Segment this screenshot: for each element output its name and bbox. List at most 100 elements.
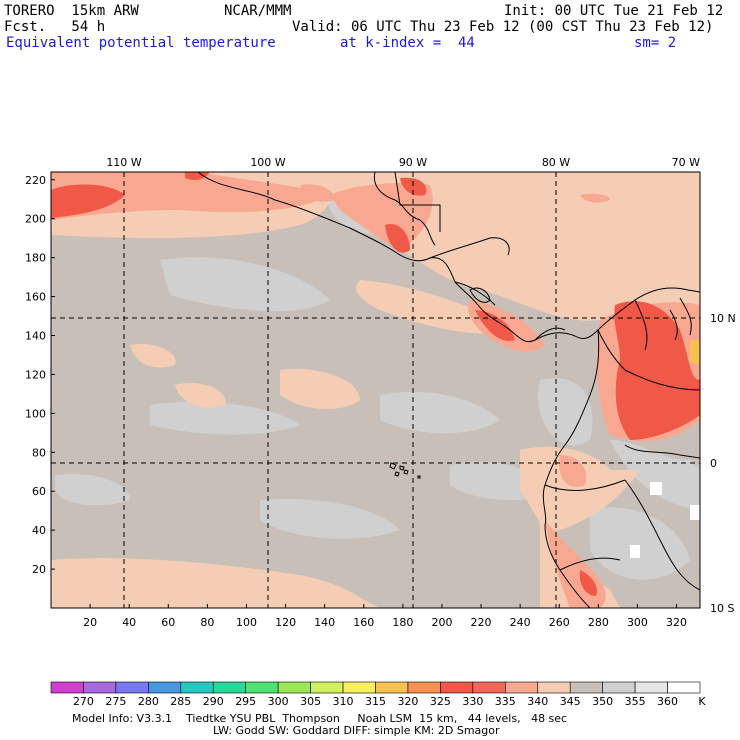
latitude-label: 10 N: [710, 312, 736, 325]
colorbar-swatch: [148, 681, 182, 694]
graticule: [51, 172, 700, 608]
colorbar-swatch: [537, 681, 571, 694]
y-axis-labels: 20 40 60 80 100 120 140 160 180 200 220: [25, 174, 46, 576]
colorbar-label: 310: [333, 695, 354, 708]
coastlines: [197, 172, 700, 608]
x-axis-labels: 20 40 60 80 100 120 140 160 180 200 220 240 260 280 30…: [83, 616, 687, 629]
colorbar-label: 270: [73, 695, 94, 708]
colorbar-swatch: [180, 681, 214, 694]
cold-spot: [630, 545, 640, 558]
x-tick-label: 40: [122, 616, 136, 629]
colorbar-label: 350: [592, 695, 613, 708]
x-tick-label: 300: [627, 616, 648, 629]
y-tick-label: 100: [25, 407, 46, 420]
y-tick-label: 140: [25, 330, 46, 343]
y-tick-label: 180: [25, 252, 46, 265]
x-tick-label: 220: [471, 616, 492, 629]
cold-spot: [650, 482, 662, 495]
latitude-label: 10 S: [710, 602, 734, 615]
colorbar-swatch: [83, 681, 117, 694]
x-tick-label: 100: [236, 616, 257, 629]
x-tick-label: 260: [549, 616, 570, 629]
colorbar-label: 355: [625, 695, 646, 708]
colorbar-label: 280: [138, 695, 159, 708]
longitude-label: 70 W: [672, 156, 700, 169]
colorbar-swatch: [342, 681, 376, 694]
colorbar-swatch: [634, 681, 668, 694]
colorbar-swatch: [375, 681, 409, 694]
longitude-labels: 110 W 100 W 90 W 80 W 70 W: [106, 156, 700, 169]
colorbar-label: 315: [365, 695, 386, 708]
colorbar-label: 345: [560, 695, 581, 708]
colorbar-swatch: [569, 681, 603, 694]
y-tick-label: 80: [32, 446, 46, 459]
x-tick-label: 140: [314, 616, 335, 629]
latitude-labels: 10 N 0 10 S: [710, 312, 736, 615]
y-tick-label: 120: [25, 368, 46, 381]
longitude-label: 90 W: [399, 156, 427, 169]
longitude-label: 100 W: [250, 156, 285, 169]
colorbar-swatch: [407, 681, 441, 694]
colorbar-swatch: [602, 681, 636, 694]
colorbar-swatch: [667, 681, 701, 694]
colorbar-unit: K: [698, 695, 706, 708]
longitude-label: 110 W: [106, 156, 141, 169]
x-tick-label: 240: [510, 616, 531, 629]
y-tick-label: 220: [25, 174, 46, 187]
colorbar-swatch: [440, 681, 474, 694]
colorbar-swatch: [277, 681, 311, 694]
theta-e-field: [51, 172, 700, 608]
model-info: Model Info: V3.3.1 Tiedtke YSU PBL Thomp…: [72, 712, 568, 725]
colorbar-swatch: [472, 681, 506, 694]
x-tick-label: 320: [666, 616, 687, 629]
colorbar-swatch: [212, 681, 247, 694]
colorbar-label: 285: [170, 695, 191, 708]
model-name: TORERO 15km ARW: [4, 3, 139, 19]
x-tick-label: 80: [200, 616, 214, 629]
peak-patch: [690, 340, 700, 365]
colorbar-swatch: [115, 681, 149, 694]
latitude-label: 0: [710, 457, 717, 470]
colorbar-label: 305: [300, 695, 321, 708]
colorbar-label: 320: [397, 695, 418, 708]
forecast-hour: Fcst. 54 h: [4, 19, 106, 35]
colorbar-label: 290: [203, 695, 224, 708]
x-tick-label: 120: [275, 616, 296, 629]
organization: NCAR/MMM: [224, 3, 292, 19]
cold-spot: [690, 505, 700, 520]
y-tick-label: 20: [32, 563, 46, 576]
field-name: Equivalent potential temperature: [6, 35, 276, 51]
x-tick-label: 180: [392, 616, 413, 629]
k-index: at k-index = 44: [340, 35, 475, 51]
colorbar-label: 340: [527, 695, 548, 708]
y-tick-label: 200: [25, 213, 46, 226]
valid-time: Valid: 06 UTC Thu 23 Feb 12 (00 CST Thu …: [292, 19, 714, 35]
colorbar-label: 330: [462, 695, 483, 708]
colorbar: 270 275 280 285 290 295 300 305 310 315 320 325 330 3…: [50, 681, 706, 708]
x-tick-label: 280: [588, 616, 609, 629]
x-tick-label: 60: [161, 616, 175, 629]
colorbar-label: 300: [268, 695, 289, 708]
colorbar-label: 335: [495, 695, 516, 708]
colorbar-label: 325: [430, 695, 451, 708]
model-physics: LW: Godd SW: Goddard DIFF: simple KM: 2D…: [213, 724, 500, 737]
x-tick-label: 20: [83, 616, 97, 629]
colorbar-swatch: [310, 681, 344, 694]
init-time: Init: 00 UTC Tue 21 Feb 12: [504, 3, 724, 19]
colorbar-swatch: [50, 681, 84, 694]
x-tick-label: 160: [353, 616, 374, 629]
colorbar-swatch: [245, 681, 279, 694]
y-tick-label: 60: [32, 485, 46, 498]
colorbar-label: 275: [105, 695, 126, 708]
x-tick-label: 200: [431, 616, 452, 629]
y-tick-label: 40: [32, 524, 46, 537]
longitude-label: 80 W: [542, 156, 570, 169]
colorbar-label: 360: [657, 695, 678, 708]
plot-frame: [50, 171, 701, 609]
smoothing: sm= 2: [634, 35, 677, 51]
y-tick-label: 160: [25, 291, 46, 304]
colorbar-label: 295: [235, 695, 256, 708]
colorbar-swatch: [504, 681, 539, 694]
axis-ticks: [51, 179, 678, 608]
